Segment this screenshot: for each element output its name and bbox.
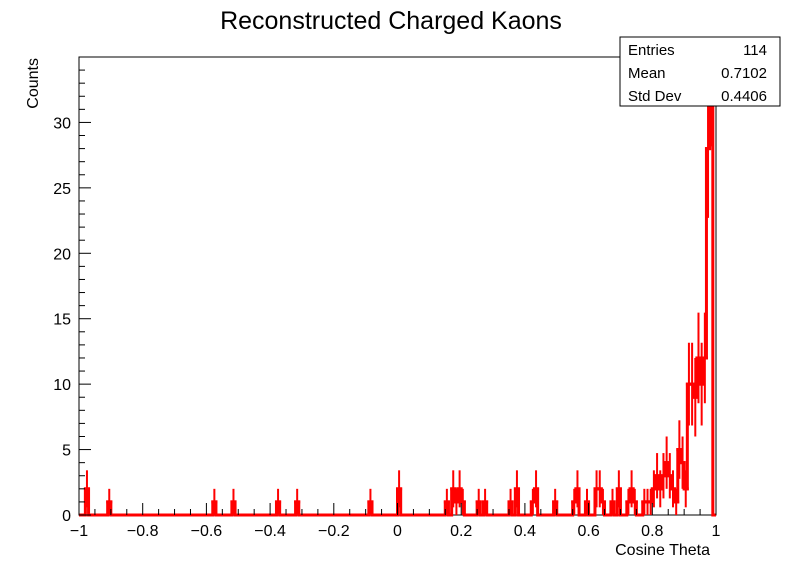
x-tick-label: −0.8 [127,523,159,540]
x-tick-label: −0.2 [318,523,350,540]
plot-frame [78,56,717,516]
stats-mean-label: Mean [628,65,666,82]
x-tick-label: 0 [393,523,402,540]
stats-mean-value: 0.7102 [721,65,767,82]
stats-entries-value: 114 [743,42,767,59]
y-tick-label: 0 [62,508,71,525]
x-tick-label: −0.6 [191,523,223,540]
stats-entries-label: Entries [628,42,675,59]
y-tick-label: 20 [53,246,71,263]
stats-box-border [619,36,781,107]
y-axis: 0 5 10 15 20 25 30 [53,56,91,525]
stats-stddev-value: 0.4406 [721,88,767,105]
x-tick-label: −0.4 [254,523,286,540]
chart-title: Reconstructed Charged Kaons [220,7,562,35]
y-tick-label: 25 [53,181,71,198]
histogram-bins [79,68,716,517]
error-bars [83,57,715,515]
x-tick-label: 1 [712,523,721,540]
x-axis-title: Cosine Theta [615,542,710,559]
plot-border [78,56,717,516]
x-tick-label: 0.4 [514,523,536,540]
y-tick-label: 15 [53,312,71,329]
y-tick-label: 30 [53,115,71,132]
x-tick-label: 0.2 [450,523,472,540]
x-tick-label: 0.6 [577,523,599,540]
y-tick-label: 10 [53,377,71,394]
x-tick-label: −1 [70,523,88,540]
stats-box: Entries 114 Mean 0.7102 Std Dev 0.4406 [619,36,781,107]
histogram-outline [79,68,716,517]
y-axis-title: Counts [25,58,42,109]
x-tick-label: 0.8 [641,523,663,540]
stats-stddev-label: Std Dev [628,88,682,105]
y-tick-label: 5 [62,443,71,460]
x-axis: −1 −0.8 −0.6 −0.4 −0.2 0 0.2 0.4 0.6 0.8 1 [70,503,721,540]
